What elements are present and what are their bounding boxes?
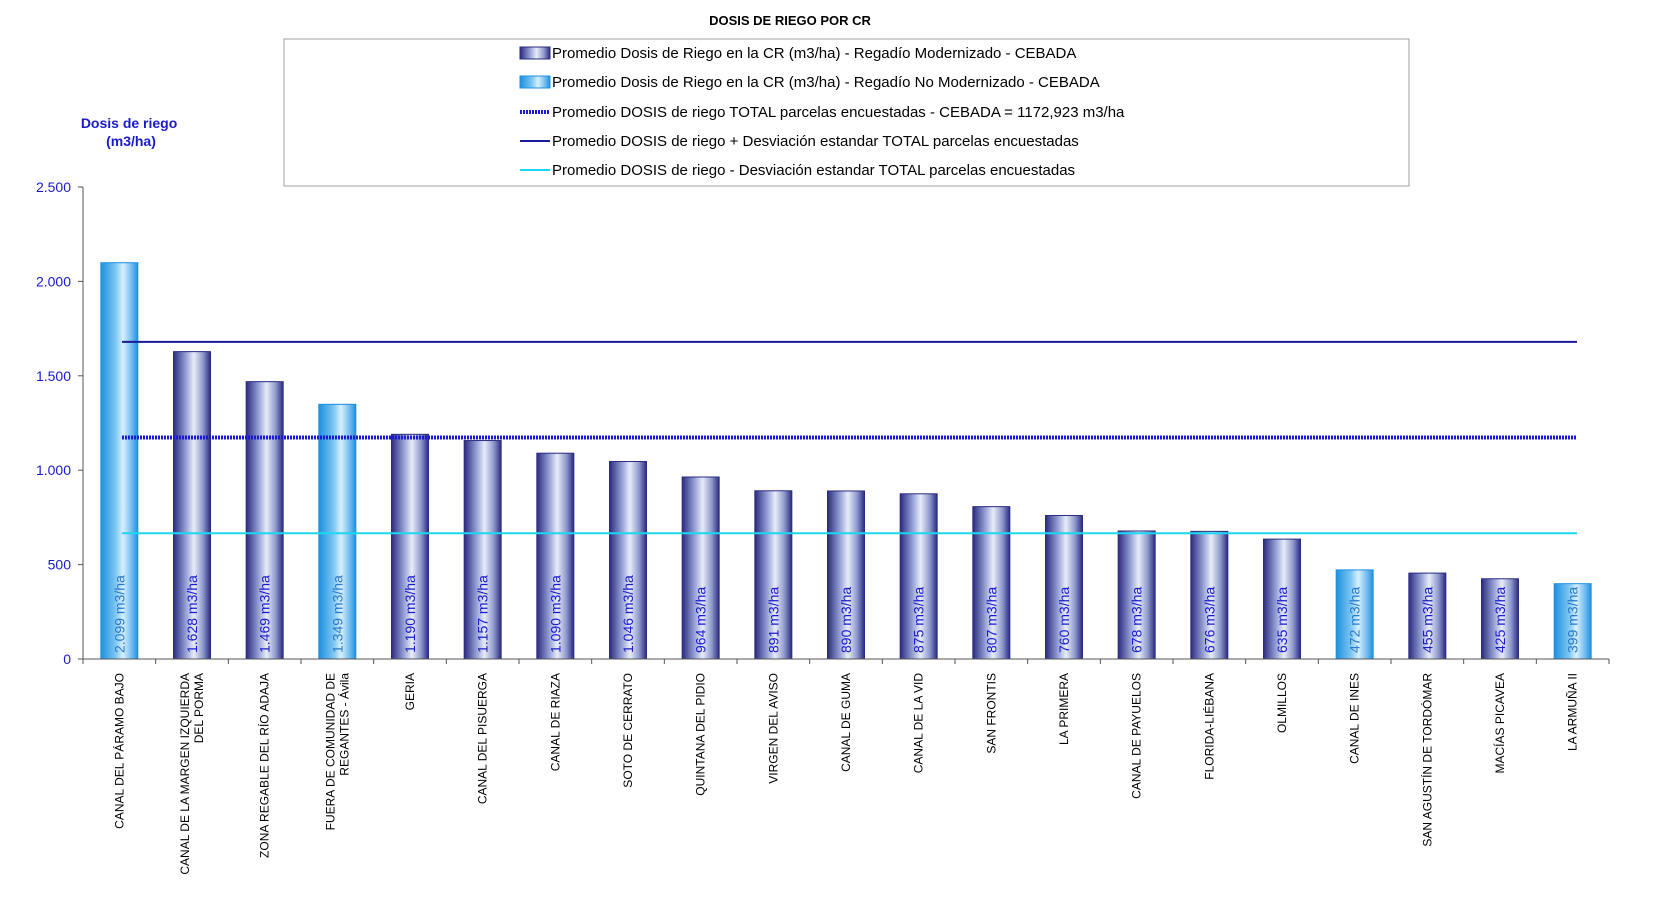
x-tick-label: FUERA DE COMUNIDAD DE xyxy=(323,673,337,830)
bar-modernizado xyxy=(1408,572,1447,660)
legend-label-no-modernizado: Promedio Dosis de Riego en la CR (m3/ha)… xyxy=(552,74,1100,91)
bar-modernizado xyxy=(1263,538,1301,660)
bar-modernizado xyxy=(245,381,284,660)
bar-no-modernizado xyxy=(1553,583,1592,660)
legend-label-plus-sd: Promedio DOSIS de riego + Desviación est… xyxy=(552,133,1079,150)
data-label: 1.190 m3/ha xyxy=(402,575,418,653)
data-label: 635 m3/ha xyxy=(1274,587,1290,653)
x-tick-label: CANAL DE GUMA xyxy=(839,673,853,772)
legend-swatch-no-modernizado xyxy=(519,75,551,89)
bar-modernizado xyxy=(391,433,429,660)
x-tick-label: CANAL DEL PISUERGA xyxy=(476,673,490,804)
bar-modernizado xyxy=(609,461,647,660)
x-tick-label: LA PRIMERA xyxy=(1057,673,1071,745)
data-label: 1.628 m3/ha xyxy=(184,575,200,653)
y-axis: 0 500 1.000 1.500 2.000 2.500 xyxy=(36,179,84,667)
data-label: 1.046 m3/ha xyxy=(620,575,636,653)
x-tick-label: CANAL DE INES xyxy=(1348,673,1362,764)
data-label: 1.090 m3/ha xyxy=(547,575,563,653)
data-label: 890 m3/ha xyxy=(838,587,854,653)
legend: Promedio Dosis de Riego en la CR (m3/ha)… xyxy=(283,38,1410,187)
y-tick-label: 2.500 xyxy=(36,179,71,195)
chart-title: DOSIS DE RIEGO POR CR xyxy=(709,13,871,28)
y-axis-label-line-1: Dosis de riego xyxy=(81,115,177,131)
x-tick-label: VIRGEN DEL AVISO xyxy=(766,673,780,784)
bar-modernizado xyxy=(899,493,938,660)
data-label: 891 m3/ha xyxy=(765,587,781,653)
x-tick-label: REGANTES - Ávila xyxy=(336,673,351,776)
x-axis: CANAL DEL PÁRAMO BAJO CANAL DE LA MARGEN … xyxy=(82,658,1610,875)
data-label: 760 m3/ha xyxy=(1056,587,1072,653)
bar-no-modernizado xyxy=(100,262,139,660)
x-tick-label: CANAL DE RIAZA xyxy=(548,673,562,771)
data-label: 807 m3/ha xyxy=(983,587,999,653)
data-label: 1.349 m3/ha xyxy=(329,575,345,653)
x-tick-label: SAN FRONTIS xyxy=(984,673,998,754)
x-tick-label: ZONA REGABLE DEL RÍO ADAJA xyxy=(257,673,272,858)
bar-modernizado xyxy=(463,440,502,660)
data-labels: 2.099 m3/ha 1.628 m3/ha 1.469 m3/ha 1.349 m… xyxy=(111,575,1580,653)
bar-modernizado xyxy=(1117,530,1156,660)
x-tick-label: QUINTANA DEL PIDIO xyxy=(694,673,708,796)
y-axis-label-line-2: (m3/ha) xyxy=(106,133,156,149)
legend-label-mean: Promedio DOSIS de riego TOTAL parcelas e… xyxy=(552,104,1125,121)
bar-modernizado xyxy=(972,506,1011,660)
data-label: 1.469 m3/ha xyxy=(257,575,273,653)
x-tick-label: CANAL DE LA MARGEN IZQUIERDA xyxy=(178,673,192,875)
x-tick-label: SAN AGUSTÍN DE TORDÓMAR xyxy=(1419,673,1434,847)
x-tick-label: GERIA xyxy=(403,673,417,710)
data-label: 425 m3/ha xyxy=(1492,587,1508,653)
bar-modernizado xyxy=(754,490,793,660)
legend-label-minus-sd: Promedio DOSIS de riego - Desviación est… xyxy=(552,162,1075,179)
bar-modernizado xyxy=(1045,515,1083,660)
bar-modernizado xyxy=(827,490,865,660)
legend-label-modernizado: Promedio Dosis de Riego en la CR (m3/ha)… xyxy=(552,45,1076,62)
bar-no-modernizado xyxy=(1335,569,1374,660)
reference-lines xyxy=(122,340,1577,535)
x-tick-label: OLMILLOS xyxy=(1275,673,1289,733)
bar-modernizado xyxy=(681,476,720,660)
x-tick-label: LA ARMUÑA II xyxy=(1566,673,1580,751)
y-tick-label: 500 xyxy=(48,557,72,573)
x-tick-label: CANAL DE PAYUELOS xyxy=(1130,673,1144,799)
x-tick-label: SOTO DE CERRATO xyxy=(621,673,635,788)
data-label: 964 m3/ha xyxy=(693,587,709,653)
data-label: 875 m3/ha xyxy=(911,587,927,653)
data-label: 472 m3/ha xyxy=(1347,587,1363,653)
data-label: 455 m3/ha xyxy=(1419,587,1435,653)
data-label: 678 m3/ha xyxy=(1129,587,1145,653)
data-label: 2.099 m3/ha xyxy=(111,575,127,653)
legend-box xyxy=(283,38,1410,187)
bar-no-modernizado xyxy=(318,403,357,660)
data-label: 399 m3/ha xyxy=(1565,587,1581,653)
x-tick-label: DEL PORMA xyxy=(192,673,206,743)
x-tick-label: CANAL DE LA VID xyxy=(912,673,926,774)
x-tick-label: MACÍAS PICAVEA xyxy=(1492,673,1507,773)
bar-modernizado xyxy=(536,452,575,660)
data-label: 676 m3/ha xyxy=(1201,587,1217,653)
legend-swatch-modernizado xyxy=(519,46,551,60)
x-tick-label: CANAL DEL PÁRAMO BAJO xyxy=(111,673,126,829)
x-tick-label: FLORIDA-LIÉBANA xyxy=(1201,673,1216,780)
y-tick-label: 1.500 xyxy=(36,368,71,384)
y-axis-label: Dosis de riego (m3/ha) xyxy=(81,115,181,149)
y-tick-label: 0 xyxy=(63,651,71,667)
data-label: 1.157 m3/ha xyxy=(475,575,491,653)
bar-modernizado xyxy=(1481,578,1519,660)
y-tick-label: 1.000 xyxy=(36,462,71,478)
y-tick-label: 2.000 xyxy=(36,273,71,289)
